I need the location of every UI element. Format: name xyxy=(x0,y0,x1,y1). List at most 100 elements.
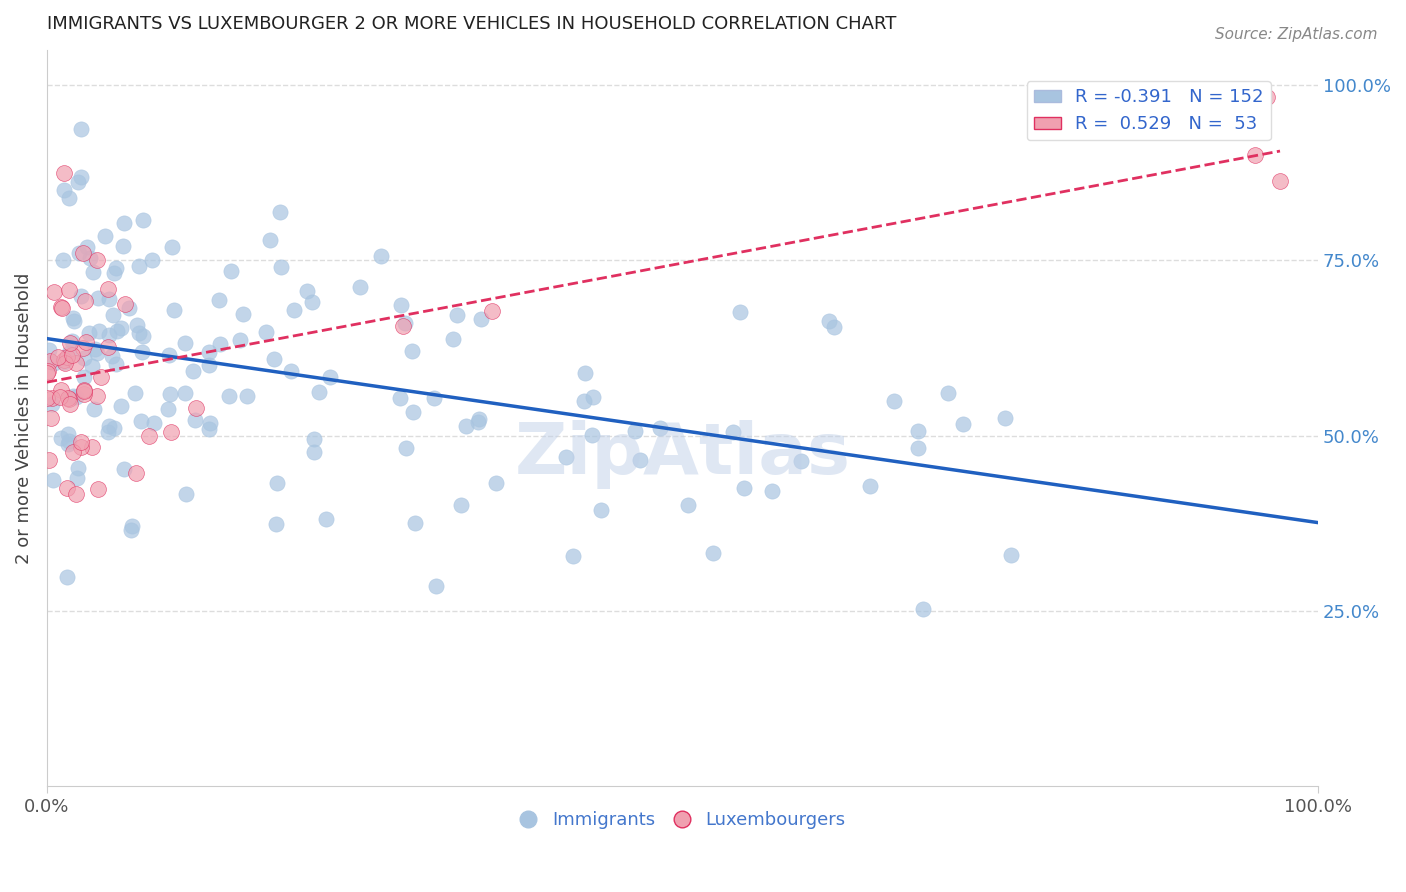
Point xyxy=(702,546,724,560)
Point xyxy=(263,351,285,366)
Point xyxy=(561,549,583,564)
Point xyxy=(315,512,337,526)
Point xyxy=(425,579,447,593)
Point xyxy=(41,410,63,425)
Point xyxy=(883,393,905,408)
Point xyxy=(907,424,929,438)
Point xyxy=(46,351,69,365)
Point xyxy=(467,412,489,426)
Point xyxy=(37,364,59,378)
Point xyxy=(114,297,136,311)
Point xyxy=(229,333,252,347)
Point xyxy=(678,498,700,512)
Point xyxy=(219,264,242,278)
Point xyxy=(184,401,207,415)
Text: IMMIGRANTS VS LUXEMBOURGER 2 OR MORE VEHICLES IN HOUSEHOLD CORRELATION CHART: IMMIGRANTS VS LUXEMBOURGER 2 OR MORE VEH… xyxy=(46,15,896,33)
Point xyxy=(87,325,110,339)
Point xyxy=(38,343,60,357)
Point xyxy=(87,291,110,305)
Point xyxy=(485,476,508,491)
Point xyxy=(157,348,180,362)
Point xyxy=(67,245,90,260)
Point xyxy=(254,325,277,339)
Point xyxy=(198,422,221,436)
Point xyxy=(53,356,76,370)
Point xyxy=(62,444,84,458)
Point xyxy=(125,318,148,332)
Point xyxy=(270,260,292,274)
Point xyxy=(911,602,934,616)
Point xyxy=(441,332,464,346)
Point xyxy=(69,170,91,185)
Point xyxy=(184,413,207,427)
Point xyxy=(37,367,59,381)
Point xyxy=(97,425,120,439)
Point xyxy=(319,369,342,384)
Point xyxy=(266,476,288,491)
Point xyxy=(98,328,121,343)
Point xyxy=(58,434,80,448)
Point xyxy=(143,416,166,430)
Point xyxy=(73,370,96,384)
Point xyxy=(163,303,186,318)
Point xyxy=(52,355,75,369)
Point xyxy=(450,498,472,512)
Point xyxy=(349,280,371,294)
Point xyxy=(112,216,135,230)
Point xyxy=(86,346,108,360)
Point xyxy=(69,289,91,303)
Text: ZipAtlas: ZipAtlas xyxy=(515,420,851,490)
Point xyxy=(259,233,281,247)
Point xyxy=(38,354,60,368)
Point xyxy=(73,383,96,397)
Point xyxy=(51,301,73,315)
Point xyxy=(1000,548,1022,562)
Point xyxy=(83,401,105,416)
Point xyxy=(97,282,120,296)
Point xyxy=(83,342,105,356)
Point xyxy=(66,175,89,189)
Point xyxy=(86,482,108,496)
Point xyxy=(572,394,595,409)
Point xyxy=(111,239,134,253)
Point xyxy=(283,303,305,318)
Point xyxy=(859,479,882,493)
Point xyxy=(69,435,91,450)
Point xyxy=(301,295,323,310)
Point xyxy=(97,340,120,354)
Point xyxy=(623,424,645,438)
Point xyxy=(952,417,974,431)
Point xyxy=(121,518,143,533)
Point xyxy=(581,428,603,442)
Point xyxy=(131,328,153,343)
Point xyxy=(60,348,83,362)
Point xyxy=(58,284,80,298)
Point xyxy=(49,431,72,445)
Point xyxy=(160,425,183,439)
Point xyxy=(72,341,94,355)
Point xyxy=(110,321,132,335)
Point xyxy=(73,351,96,365)
Point xyxy=(160,240,183,254)
Point xyxy=(232,307,254,321)
Point xyxy=(58,392,80,407)
Point xyxy=(280,363,302,377)
Point xyxy=(112,462,135,476)
Point xyxy=(446,308,468,322)
Point xyxy=(264,517,287,532)
Point xyxy=(70,440,93,454)
Point xyxy=(97,292,120,306)
Point xyxy=(790,454,813,468)
Point xyxy=(69,122,91,136)
Point xyxy=(404,516,426,531)
Point xyxy=(42,473,65,487)
Point xyxy=(105,261,128,276)
Point xyxy=(269,205,291,219)
Point xyxy=(60,334,83,348)
Point xyxy=(481,303,503,318)
Point xyxy=(304,444,326,458)
Point xyxy=(628,453,651,467)
Point xyxy=(103,266,125,280)
Point xyxy=(51,301,73,316)
Point xyxy=(389,392,412,406)
